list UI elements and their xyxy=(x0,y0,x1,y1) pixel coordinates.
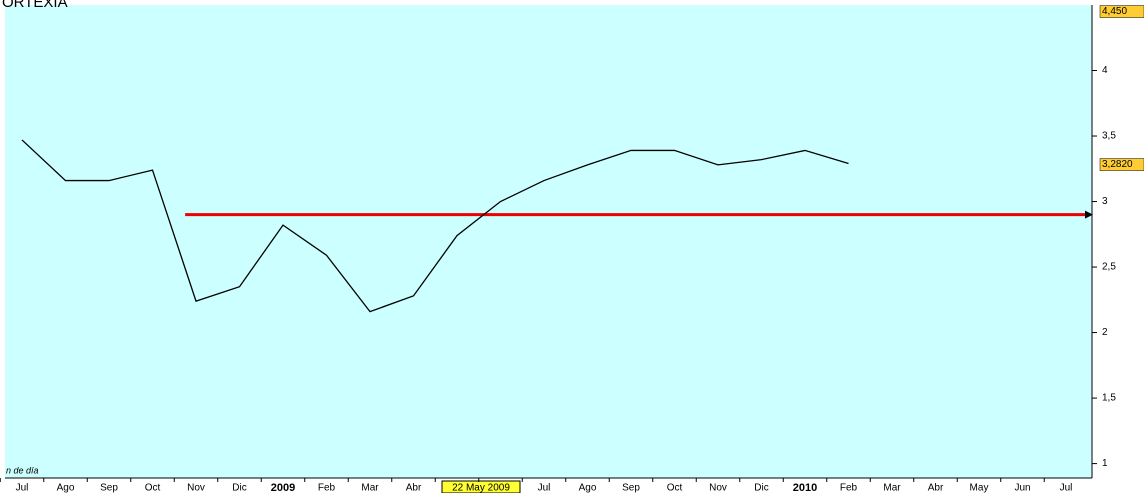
x-tick-label: Feb xyxy=(840,483,858,493)
price-tag-box xyxy=(1099,158,1144,171)
x-tick-label: Feb xyxy=(318,483,336,493)
x-tick-label: Nov xyxy=(709,483,727,493)
x-tick-label: Abr xyxy=(928,483,944,493)
y-tick-label: 2 xyxy=(1102,327,1108,338)
x-tick-label: Abr xyxy=(406,483,422,493)
support-arrow xyxy=(1085,210,1093,219)
y-tick-label: 1 xyxy=(1102,458,1108,469)
cursor-date-box xyxy=(441,480,521,493)
x-tick-label: Sep xyxy=(622,483,640,493)
x-tick-label: Jul xyxy=(16,483,29,493)
x-tick-label: Dic xyxy=(754,483,768,493)
x-tick-label: Ago xyxy=(579,483,597,493)
x-tick-label: Jul xyxy=(1060,483,1073,493)
note: n de día xyxy=(6,465,39,475)
x-tick-label: 2010 xyxy=(793,482,817,493)
x-tick-label: 2009 xyxy=(271,482,295,493)
plot-area xyxy=(5,5,1092,478)
price-line xyxy=(21,139,849,313)
y-tick-label: 1,5 xyxy=(1102,393,1116,404)
x-tick-label: May xyxy=(970,483,989,493)
price-tag-label: 4,450 xyxy=(1102,6,1127,17)
x-tick-label: Mar xyxy=(883,483,901,493)
y-tick-label: 3 xyxy=(1102,196,1108,207)
price-tag-box xyxy=(1099,5,1144,18)
x-tick-label: 22 May 2009 xyxy=(452,483,510,493)
y-tick-label: 3,5 xyxy=(1102,131,1116,142)
y-tick-label: 2,5 xyxy=(1102,262,1116,273)
x-tick-label: Ago xyxy=(57,483,75,493)
chart-title: ORTEXIA xyxy=(2,0,68,11)
x-tick-label: Jun xyxy=(1014,483,1030,493)
x-tick-label: Jul xyxy=(538,483,551,493)
x-tick-label: Sep xyxy=(100,483,118,493)
x-tick-label: Oct xyxy=(667,483,683,493)
x-tick-label: Dic xyxy=(232,483,246,493)
x-tick-label: Oct xyxy=(145,483,161,493)
x-tick-label: Nov xyxy=(187,483,205,493)
x-tick-label: Mar xyxy=(361,483,379,493)
y-tick-label: 4 xyxy=(1102,65,1108,76)
price-tag-label: 3,2820 xyxy=(1102,159,1133,170)
